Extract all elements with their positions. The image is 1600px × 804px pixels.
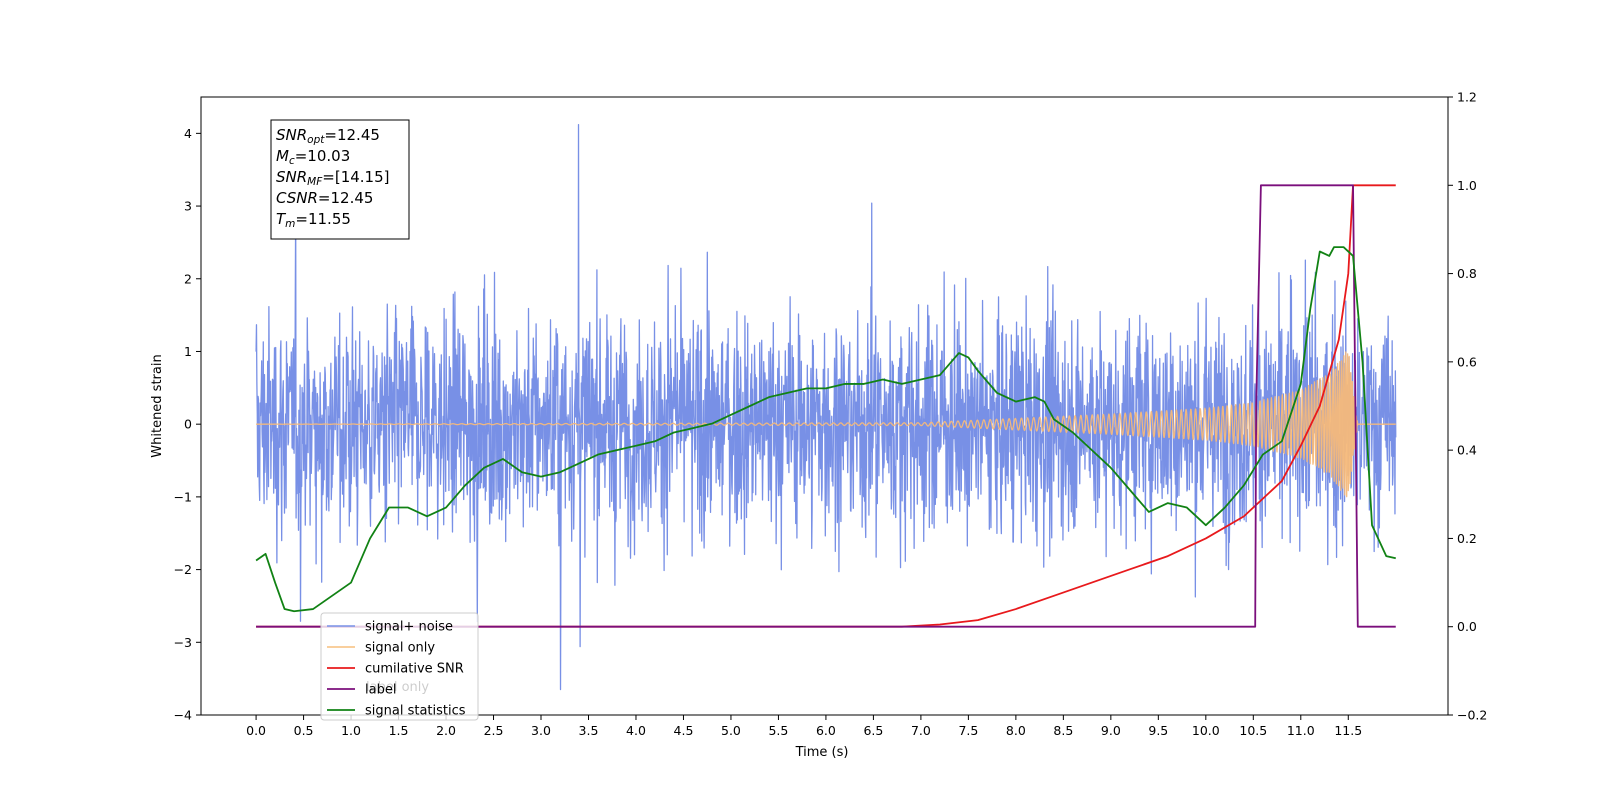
x-tick-label: 9.5 (1148, 723, 1168, 738)
x-tick-label: 9.0 (1101, 723, 1121, 738)
series-signal-only (255, 351, 1397, 498)
x-tick-label: 8.0 (1006, 723, 1026, 738)
annotation-subscript: c (289, 155, 295, 167)
y-right-tick-label: −0.2 (1457, 708, 1487, 723)
annotation-symbol: SNR (276, 168, 307, 186)
y-left-tick-label: 0 (184, 417, 192, 432)
legend-entry-label: signal statistics (365, 704, 466, 719)
x-tick-label: 11.5 (1334, 723, 1362, 738)
x-tick-label: 1.0 (341, 723, 361, 738)
x-tick-label: 10.5 (1239, 723, 1267, 738)
y-left-tick-label: −1 (174, 489, 192, 504)
series-signal-plus-noise (255, 123, 1397, 691)
annotation-subscript: opt (307, 134, 325, 146)
plot-frame (200, 96, 1449, 716)
y-right-tick-label: 0.8 (1457, 266, 1477, 281)
annotation-line: Mc=10.03 (276, 147, 350, 167)
x-tick-label: 5.0 (721, 723, 741, 738)
annotation-line: SNRopt=12.45 (276, 126, 380, 146)
annotation-symbol: CSNR (276, 189, 318, 207)
x-tick-label: 10.0 (1192, 723, 1220, 738)
annotation-line: SNRMF=[14.15] (276, 168, 390, 188)
annotation-subscript: m (285, 218, 295, 230)
legend-entry-label: signal only (365, 641, 435, 656)
y-left-tick-label: 1 (184, 344, 192, 359)
x-tick-label: 2.0 (436, 723, 456, 738)
annotation-value: =12.45 (318, 189, 374, 207)
axes-layer: 0.0 0.5 1.0 1.5 2.0 2.5 3.0 3.5 4.0 4.5 5.0 5.5 6.0 6… (174, 90, 1488, 739)
legend-entry-label: cumilative SNR (365, 662, 464, 677)
y-left-tick-label: −3 (174, 635, 192, 650)
y-right-tick-label: 0.4 (1457, 443, 1477, 458)
legend-entry-label: signal+ noise (365, 620, 453, 635)
x-tick-label: 8.5 (1053, 723, 1073, 738)
x-tick-label: 3.5 (579, 723, 599, 738)
annotation-line: Tm=11.55 (276, 210, 351, 230)
annotation-value: =12.45 (324, 126, 380, 144)
x-tick-label: 4.5 (674, 723, 694, 738)
stats-annotation-box: SNRopt=12.45Mc=10.03SNRMF=[14.15]CSNR=12… (270, 119, 410, 240)
series-signal-statistics (255, 246, 1396, 613)
series-layer (255, 123, 1397, 691)
annotation-symbol: M (276, 147, 289, 165)
annotation-value: =11.55 (295, 210, 351, 228)
y-left-tick-label: −4 (174, 708, 192, 723)
x-tick-label: 7.0 (911, 723, 931, 738)
x-tick-label: 0.0 (246, 723, 266, 738)
series-label (256, 184, 1396, 628)
annotation-line: CSNR=12.45 (276, 189, 373, 207)
annotation-value: =10.03 (295, 147, 351, 165)
annotation-value: =[14.15] (322, 168, 389, 186)
y-right-tick-label: 1.2 (1457, 90, 1477, 105)
x-tick-label: 6.5 (863, 723, 883, 738)
annotation-subscript: MF (307, 176, 323, 188)
legend-frame (320, 612, 479, 721)
y-right-tick-label: 1.0 (1457, 178, 1477, 193)
annotation-symbol: SNR (276, 126, 307, 144)
x-tick-label: 7.5 (958, 723, 978, 738)
x-tick-label: 11.0 (1287, 723, 1315, 738)
y-left-tick-label: 2 (184, 271, 192, 286)
x-tick-label: 5.5 (768, 723, 788, 738)
y-right-tick-label: 0.2 (1457, 531, 1477, 546)
y-left-tick-label: −2 (174, 562, 192, 577)
y-left-tick-label: 3 (184, 199, 192, 214)
y-right-tick-label: 0.0 (1457, 619, 1477, 634)
y-axis-label: Whitened strain (150, 354, 165, 457)
annotation-symbol: T (276, 210, 287, 228)
x-tick-label: 1.5 (389, 723, 409, 738)
series-cumulative-snr (256, 184, 1396, 628)
legend-entry-label: label (365, 683, 396, 698)
y-left-tick-label: 4 (184, 126, 192, 141)
x-tick-label: 6.0 (816, 723, 836, 738)
x-tick-label: 3.0 (531, 723, 551, 738)
x-tick-label: 4.0 (626, 723, 646, 738)
x-tick-label: 0.5 (294, 723, 314, 738)
x-tick-label: 2.5 (484, 723, 504, 738)
x-axis-label: Time (s) (795, 745, 849, 760)
annotation-box-frame (270, 119, 410, 240)
y-right-tick-label: 0.6 (1457, 354, 1477, 369)
